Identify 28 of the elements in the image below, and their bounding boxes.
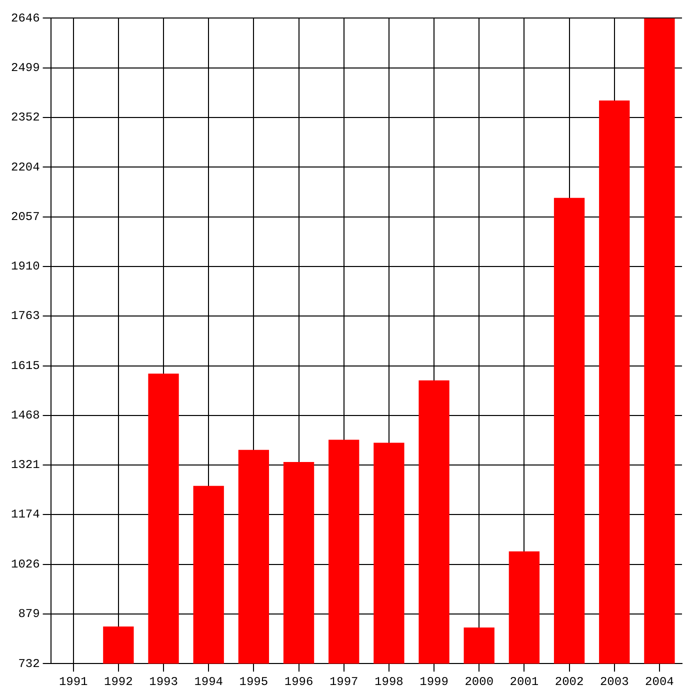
x-tick-label: 1997: [329, 674, 358, 689]
x-tick-label: 2000: [464, 674, 494, 689]
y-tick-label: 1615: [10, 359, 40, 374]
y-tick-label: 2352: [10, 110, 40, 125]
y-tick-label: 879: [18, 607, 40, 622]
y-tick-label: 2646: [10, 11, 40, 26]
x-tick-label: 1998: [374, 674, 404, 689]
x-tick-label: 1993: [149, 674, 178, 689]
y-tick-label: 1174: [10, 508, 40, 522]
y-tick-label: 2204: [10, 160, 40, 174]
x-tick-label: 1995: [239, 674, 268, 689]
y-tick-label: 1468: [10, 408, 40, 423]
y-tick-label: 1763: [10, 309, 40, 324]
x-tick-label: 2001: [510, 674, 539, 689]
x-tick-label: 1996: [284, 674, 314, 689]
y-tick-label: 1910: [10, 260, 40, 274]
x-tick-label: 1999: [420, 674, 448, 689]
x-tick-label: 1991: [58, 674, 88, 689]
x-tick-label: 2002: [554, 674, 584, 689]
y-tick-label: 2057: [10, 210, 40, 224]
y-tick-label: 1026: [10, 558, 40, 572]
y-tick-label: 1321: [10, 458, 40, 472]
y-tick-label: 2499: [10, 60, 40, 75]
x-tick-label: 1994: [194, 674, 224, 689]
x-tick-label: 2004: [645, 674, 674, 689]
y-tick-label: 732: [18, 656, 40, 671]
x-tick-label: 1992: [104, 674, 133, 689]
x-tick-label: 2003: [600, 674, 629, 689]
